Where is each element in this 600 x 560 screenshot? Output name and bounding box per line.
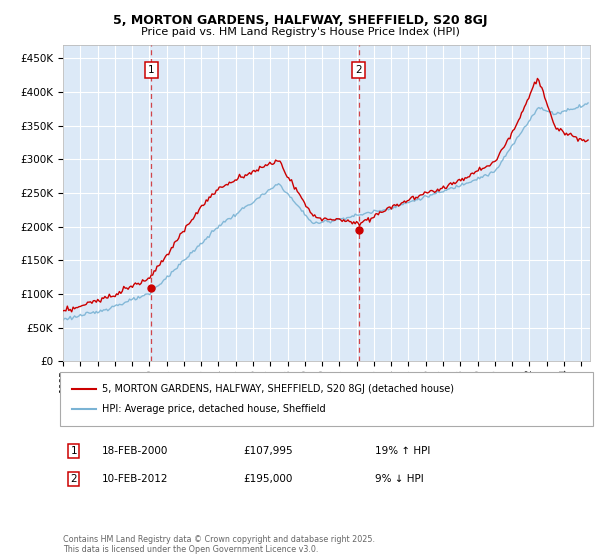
Text: 18-FEB-2000: 18-FEB-2000 xyxy=(102,446,169,456)
Text: 5, MORTON GARDENS, HALFWAY, SHEFFIELD, S20 8GJ (detached house): 5, MORTON GARDENS, HALFWAY, SHEFFIELD, S… xyxy=(102,385,454,394)
Text: £195,000: £195,000 xyxy=(243,474,292,484)
Bar xyxy=(151,45,359,361)
Text: 10-FEB-2012: 10-FEB-2012 xyxy=(102,474,169,484)
Text: 1: 1 xyxy=(148,66,155,76)
Text: 19% ↑ HPI: 19% ↑ HPI xyxy=(375,446,430,456)
Text: 1: 1 xyxy=(70,446,77,456)
Text: 9% ↓ HPI: 9% ↓ HPI xyxy=(375,474,424,484)
Text: 2: 2 xyxy=(355,66,362,76)
Text: HPI: Average price, detached house, Sheffield: HPI: Average price, detached house, Shef… xyxy=(102,404,326,414)
Text: Contains HM Land Registry data © Crown copyright and database right 2025.
This d: Contains HM Land Registry data © Crown c… xyxy=(63,535,375,554)
Text: £107,995: £107,995 xyxy=(243,446,293,456)
Text: 5, MORTON GARDENS, HALFWAY, SHEFFIELD, S20 8GJ: 5, MORTON GARDENS, HALFWAY, SHEFFIELD, S… xyxy=(113,14,487,27)
Text: Price paid vs. HM Land Registry's House Price Index (HPI): Price paid vs. HM Land Registry's House … xyxy=(140,27,460,37)
Text: 2: 2 xyxy=(70,474,77,484)
